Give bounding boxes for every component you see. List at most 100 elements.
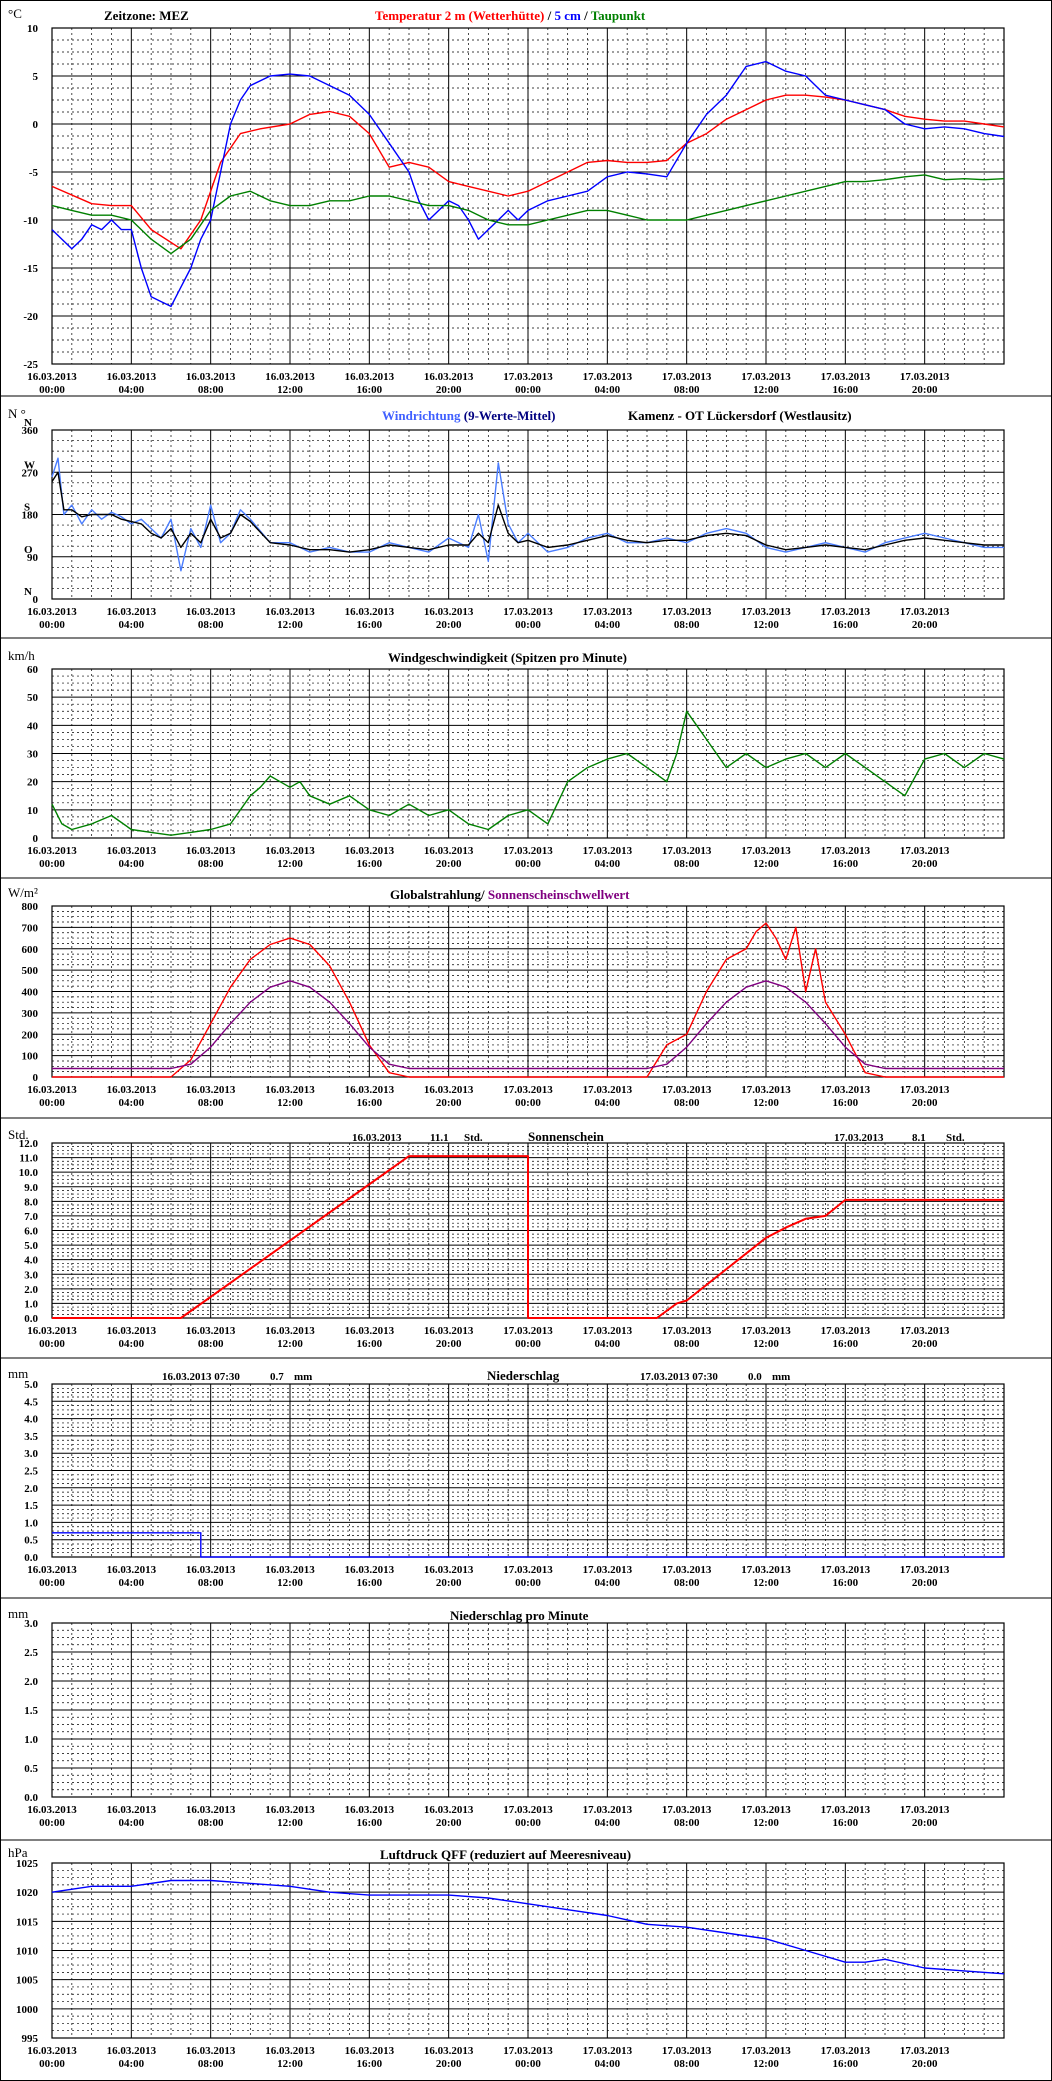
x-tick-date: 17.03.2013 [741, 1804, 791, 1816]
chart-title: Niederschlag [487, 1368, 560, 1383]
y-tick-label: 600 [22, 944, 39, 956]
x-tick-time: 16:00 [356, 384, 382, 396]
y-tick-label: 995 [22, 2033, 39, 2045]
y-tick-label: 2.0 [24, 1284, 38, 1296]
y-tick-label: 40 [27, 720, 39, 732]
x-tick-date: 16.03.2013 [345, 2045, 395, 2057]
chart-title-part: Windrichtung [382, 408, 461, 423]
x-tick-date: 16.03.2013 [345, 1325, 395, 1337]
x-tick-time: 20:00 [436, 1577, 462, 1589]
y-tick-label: 60 [27, 664, 39, 676]
x-tick-time: 08:00 [198, 1817, 224, 1829]
chart-title: Sonnenschein [528, 1129, 605, 1144]
y-tick-label: -25 [23, 359, 38, 371]
x-tick-date: 17.03.2013 [741, 606, 791, 618]
x-tick-date: 16.03.2013 [107, 2045, 157, 2057]
y-tick-label: -20 [23, 311, 38, 323]
chart-temperature: 1050-5-10-15-20-25°C16.03.201300:0016.03… [8, 6, 1005, 396]
x-tick-time: 08:00 [674, 1338, 700, 1350]
y-tick-label: 1000 [16, 2004, 39, 2016]
y-tick-label: 1025 [16, 1858, 39, 1870]
x-tick-date: 17.03.2013 [900, 1564, 950, 1576]
y-tick-label: 5.0 [24, 1240, 38, 1252]
x-tick-time: 16:00 [832, 1577, 858, 1589]
plot-frame [51, 429, 1005, 600]
x-tick-time: 04:00 [594, 1097, 620, 1109]
x-tick-time: 00:00 [39, 619, 65, 631]
series-niederschlag [52, 1532, 1004, 1558]
x-tick-time: 16:00 [356, 858, 382, 870]
x-tick-date: 16.03.2013 [265, 1564, 315, 1576]
x-tick-date: 17.03.2013 [821, 2045, 871, 2057]
x-tick-time: 12:00 [277, 1097, 303, 1109]
x-tick-date: 17.03.2013 [900, 1084, 950, 1096]
x-tick-date: 17.03.2013 [662, 1564, 712, 1576]
x-tick-date: 17.03.2013 [583, 1084, 633, 1096]
x-tick-time: 16:00 [832, 858, 858, 870]
x-tick-date: 17.03.2013 [900, 845, 950, 857]
info-value: 8.1 [912, 1132, 926, 1144]
x-tick-time: 12:00 [753, 858, 779, 870]
x-tick-time: 20:00 [436, 384, 462, 396]
chart-title-part: Globalstrahlung [390, 887, 482, 902]
x-tick-date: 16.03.2013 [424, 1804, 474, 1816]
x-tick-date: 16.03.2013 [27, 1084, 77, 1096]
x-tick-time: 20:00 [912, 1338, 938, 1350]
chart-title-part: Sonnenscheinschwellwert [488, 887, 630, 902]
x-tick-time: 04:00 [594, 1577, 620, 1589]
x-tick-time: 12:00 [753, 384, 779, 396]
x-tick-time: 00:00 [515, 619, 541, 631]
x-tick-date: 16.03.2013 [265, 1804, 315, 1816]
x-tick-date: 17.03.2013 [741, 1325, 791, 1337]
y-tick-label: 4.0 [24, 1255, 38, 1267]
chart-precipitation-per-minute: 3.02.52.01.51.00.50.0mm16.03.201300:0016… [8, 1606, 1005, 1829]
x-tick-date: 17.03.2013 [741, 845, 791, 857]
y-tick-label: 2.0 [24, 1676, 38, 1688]
chart-precipitation: 5.0 4.5 4.0 3.5 3.0 2.5 2.0 1.5 1.0 0.5 0.0 mm 16.03… [8, 1366, 1005, 1589]
y-tick-label: 1.0 [24, 1298, 38, 1310]
x-tick-date: 16.03.2013 [424, 1084, 474, 1096]
x-tick-date: 16.03.2013 [424, 2045, 474, 2057]
x-tick-time: 08:00 [674, 1577, 700, 1589]
x-tick-time: 16:00 [356, 1097, 382, 1109]
x-tick-time: 20:00 [436, 619, 462, 631]
x-tick-time: 04:00 [118, 1817, 144, 1829]
x-tick-date: 17.03.2013 [821, 371, 871, 383]
y-tick-label: 0.5 [24, 1763, 38, 1775]
series-luftdruck-qff [51, 1879, 1005, 1975]
x-tick-time: 00:00 [39, 1577, 65, 1589]
series-sonnenschein [52, 1155, 1004, 1319]
x-tick-time: 12:00 [277, 1577, 303, 1589]
info-unit: mm [772, 1371, 790, 1383]
chart-title: Temperatur 2 m (Wetterhütte) / 5 cm / Ta… [375, 8, 646, 23]
x-tick-time: 12:00 [277, 619, 303, 631]
x-tick-date: 16.03.2013 [424, 371, 474, 383]
chart-title-part: (9-Werte-Mittel) [461, 408, 556, 423]
x-tick-date: 17.03.2013 [583, 371, 633, 383]
x-tick-time: 16:00 [832, 384, 858, 396]
y-tick-label: -5 [29, 167, 39, 179]
y-tick-label: 800 [22, 901, 39, 913]
x-tick-date: 17.03.2013 [821, 606, 871, 618]
plot-frame [51, 668, 1005, 839]
y-tick-label: 200 [22, 1029, 39, 1041]
x-tick-date: 16.03.2013 [107, 1325, 157, 1337]
chart-title-part: Luftdruck QFF (reduziert auf Meeresnivea… [380, 1847, 631, 1862]
x-tick-date: 17.03.2013 [900, 371, 950, 383]
x-tick-time: 00:00 [515, 1577, 541, 1589]
y-tick-label: 1010 [16, 1946, 39, 1958]
x-tick-time: 00:00 [39, 858, 65, 870]
x-tick-date: 16.03.2013 [424, 1325, 474, 1337]
x-tick-time: 04:00 [118, 1338, 144, 1350]
series-5-cm [51, 60, 1005, 308]
x-tick-time: 08:00 [674, 1097, 700, 1109]
x-tick-date: 17.03.2013 [503, 1804, 553, 1816]
x-tick-date: 16.03.2013 [345, 606, 395, 618]
chart-title-part: / [480, 887, 488, 902]
y-tick-label: 2.5 [24, 1647, 38, 1659]
x-tick-time: 00:00 [39, 1097, 65, 1109]
y-tick-label: 0.5 [24, 1535, 38, 1547]
major-grid [52, 1862, 1004, 2039]
y-tick-label: 30 [27, 749, 39, 761]
